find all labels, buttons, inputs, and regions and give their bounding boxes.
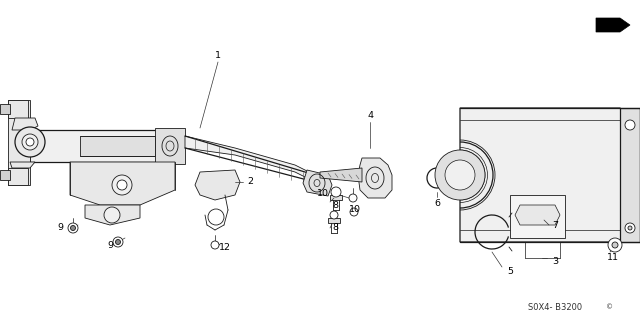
Circle shape [112, 175, 132, 195]
Polygon shape [510, 195, 565, 238]
Text: 8: 8 [332, 201, 338, 210]
Polygon shape [620, 108, 640, 242]
Polygon shape [328, 218, 340, 223]
Polygon shape [85, 205, 140, 225]
Text: 1: 1 [215, 51, 221, 60]
Circle shape [104, 207, 120, 223]
Circle shape [211, 241, 219, 249]
Polygon shape [30, 130, 175, 162]
Polygon shape [596, 18, 630, 32]
Text: 8: 8 [332, 223, 338, 233]
Polygon shape [0, 104, 10, 114]
Text: 12: 12 [219, 244, 231, 252]
Text: 10: 10 [317, 188, 329, 197]
Polygon shape [515, 205, 560, 225]
Polygon shape [70, 162, 175, 205]
Polygon shape [185, 136, 315, 182]
Polygon shape [0, 170, 10, 180]
Polygon shape [330, 195, 342, 200]
Text: 11: 11 [607, 253, 619, 262]
Circle shape [445, 160, 475, 190]
Circle shape [117, 180, 127, 190]
Circle shape [625, 120, 635, 130]
Circle shape [113, 237, 123, 247]
Polygon shape [303, 170, 332, 196]
Polygon shape [195, 170, 240, 200]
Circle shape [350, 208, 358, 216]
Polygon shape [12, 118, 38, 130]
Circle shape [349, 194, 357, 202]
Circle shape [608, 238, 622, 252]
Circle shape [208, 209, 224, 225]
Circle shape [625, 223, 635, 233]
Polygon shape [320, 168, 362, 182]
Circle shape [612, 242, 618, 248]
Text: 3: 3 [552, 258, 558, 267]
Circle shape [26, 138, 34, 146]
Polygon shape [8, 100, 28, 118]
Text: 2: 2 [247, 178, 253, 187]
Polygon shape [155, 128, 185, 164]
Circle shape [628, 226, 632, 230]
Text: 6: 6 [434, 198, 440, 207]
Text: 9: 9 [107, 241, 113, 250]
Polygon shape [80, 136, 155, 156]
Circle shape [435, 150, 485, 200]
Circle shape [15, 127, 45, 157]
Circle shape [330, 211, 338, 219]
Text: ©: © [607, 304, 614, 310]
Circle shape [70, 226, 76, 230]
Text: FR.: FR. [600, 20, 618, 30]
Polygon shape [8, 100, 30, 185]
Circle shape [331, 187, 341, 197]
Text: 10: 10 [349, 205, 361, 214]
Text: S0X4- B3200: S0X4- B3200 [528, 302, 582, 311]
Circle shape [68, 223, 78, 233]
Circle shape [22, 134, 38, 150]
Polygon shape [10, 162, 35, 168]
Polygon shape [358, 158, 392, 198]
Text: 5: 5 [507, 268, 513, 276]
Polygon shape [460, 108, 628, 242]
Polygon shape [8, 168, 28, 185]
Circle shape [115, 239, 120, 244]
Text: 9: 9 [57, 223, 63, 233]
Text: 7: 7 [552, 220, 558, 229]
Text: 4: 4 [367, 110, 373, 119]
